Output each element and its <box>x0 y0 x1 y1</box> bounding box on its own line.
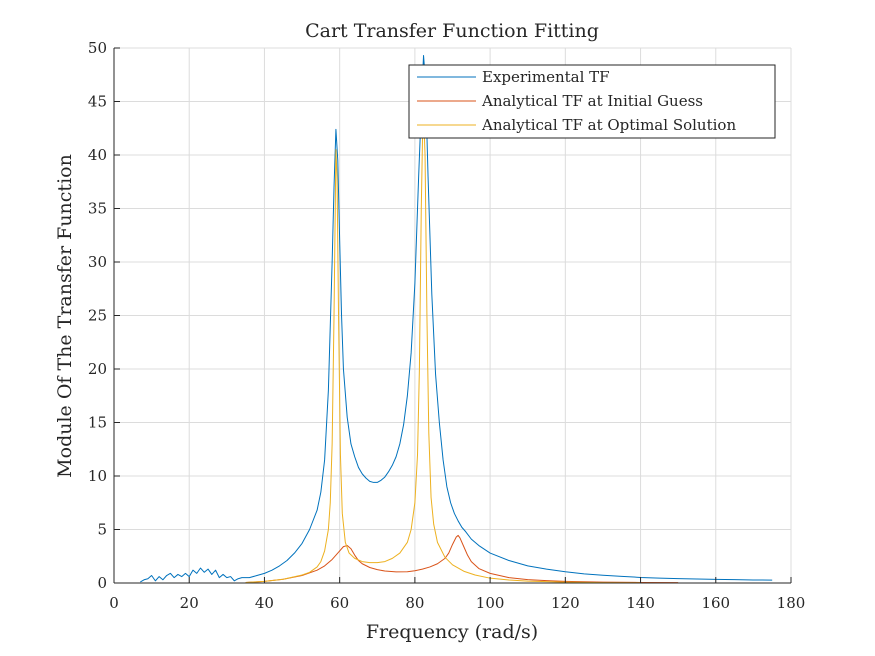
legend-label-2: Analytical TF at Initial Guess <box>481 92 703 110</box>
y-tick-label: 5 <box>97 521 107 539</box>
x-tick-label: 20 <box>180 594 199 612</box>
x-tick-label: 160 <box>701 594 730 612</box>
x-tick-label: 180 <box>777 594 806 612</box>
x-tick-label: 100 <box>476 594 505 612</box>
y-tick-label: 30 <box>88 253 107 271</box>
axes <box>113 47 792 584</box>
x-axis-title: Frequency (rad/s) <box>366 621 538 643</box>
y-tick-label: 45 <box>88 93 107 111</box>
chart-title: Cart Transfer Function Fitting <box>305 20 599 42</box>
y-tick-label: 25 <box>88 307 107 325</box>
x-tick-label: 0 <box>109 594 119 612</box>
legend-entries: Experimental TF Analytical TF at Initial … <box>417 68 736 134</box>
y-tick-labels: 0 5 10 15 20 25 30 35 40 45 50 <box>88 39 107 592</box>
y-tick-label: 40 <box>88 146 107 164</box>
legend-label-3: Analytical TF at Optimal Solution <box>481 116 736 134</box>
x-tick-labels: 0 20 40 60 80 100 120 140 160 180 <box>109 594 805 612</box>
y-tick-label: 50 <box>88 39 107 57</box>
y-tick-label: 10 <box>88 467 107 485</box>
y-tick-label: 20 <box>88 360 107 378</box>
series-line-3 <box>245 101 641 584</box>
y-axis-title: Module Of The Transfer Function <box>54 154 76 478</box>
series-line-1 <box>140 54 773 583</box>
y-tick-label: 15 <box>88 414 107 432</box>
x-tick-label: 60 <box>330 594 349 612</box>
series-layer <box>140 54 773 584</box>
x-tick-label: 140 <box>626 594 655 612</box>
x-tick-label: 40 <box>255 594 274 612</box>
legend[interactable]: Experimental TF Analytical TF at Initial … <box>408 64 776 139</box>
legend-label-1: Experimental TF <box>482 68 610 86</box>
x-tick-label: 120 <box>551 594 580 612</box>
y-tick-label: 35 <box>88 200 107 218</box>
y-tick-label: 0 <box>97 574 107 592</box>
x-tick-label: 80 <box>405 594 424 612</box>
series-line-2 <box>245 534 679 584</box>
